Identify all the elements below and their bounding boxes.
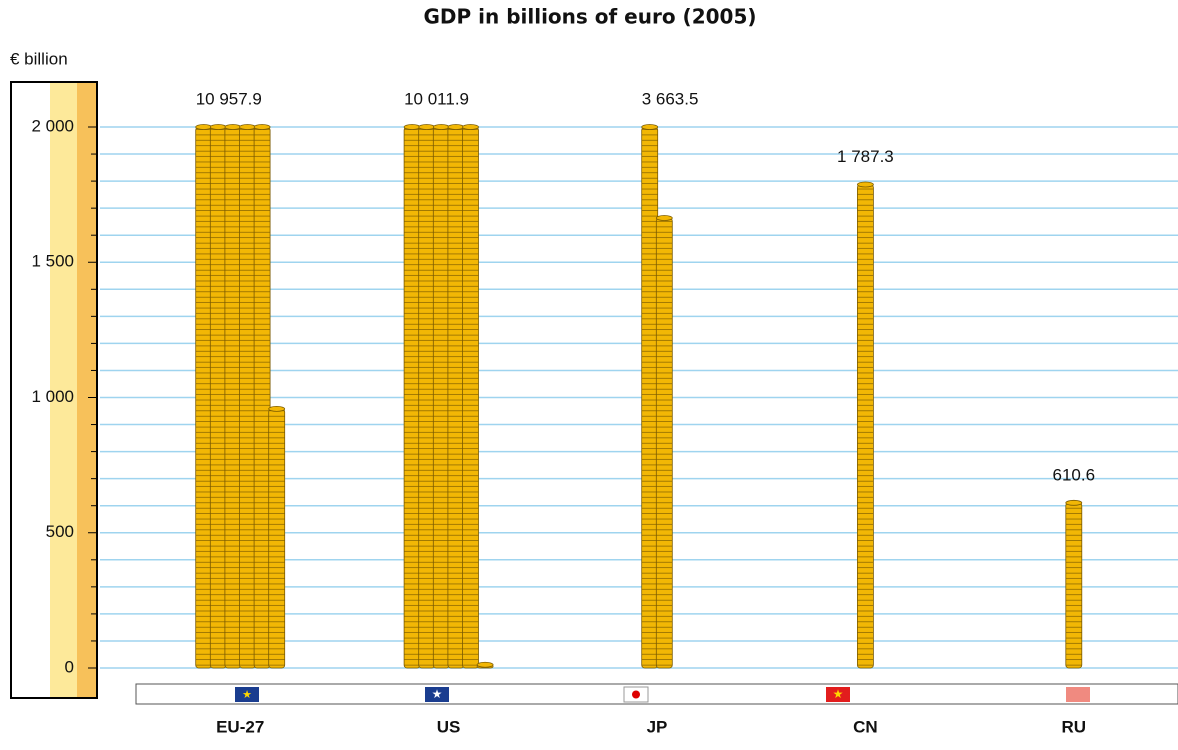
- coin-stack: [195, 126, 213, 669]
- svg-text:★: ★: [432, 687, 443, 701]
- x-tick-label: RU: [1062, 717, 1087, 736]
- coin-top: [195, 124, 213, 130]
- flags: ★ ★ ★: [235, 686, 1090, 703]
- coin-stacks: [403, 124, 494, 669]
- coin-top: [224, 124, 242, 130]
- coin-top: [1065, 499, 1083, 506]
- coin-stacks: [641, 124, 673, 669]
- y-tick-label: 1 000: [31, 387, 74, 406]
- chart-title: GDP in billions of euro (2005): [424, 5, 757, 29]
- coin-stack: [1065, 502, 1083, 669]
- svg-text:★: ★: [242, 689, 252, 701]
- coin-stacks: [1065, 499, 1083, 669]
- coin-top: [476, 661, 494, 668]
- coin-top: [418, 124, 436, 130]
- coin-top: [253, 124, 271, 130]
- coin-stack: [268, 408, 286, 669]
- coin-stack: [403, 126, 421, 669]
- coin-stack: [209, 126, 227, 669]
- coin-stack: [418, 126, 436, 669]
- svg-text:★: ★: [833, 687, 844, 701]
- y-tick-label: 0: [65, 657, 74, 676]
- y-tick-label: 500: [46, 522, 74, 541]
- x-tick-label: EU-27: [216, 717, 264, 736]
- axis-band: [50, 82, 77, 698]
- coin-stack: [432, 126, 450, 669]
- coin-stack: [655, 217, 673, 669]
- coin-top: [432, 124, 450, 130]
- coin-stacks: [195, 124, 286, 669]
- value-label: 10 011.9: [404, 89, 469, 108]
- coin-stack: [447, 126, 465, 669]
- coin-stack: [857, 184, 874, 669]
- value-label: 610.6: [1053, 465, 1096, 484]
- coin-top: [239, 124, 256, 130]
- coin-stack: [224, 126, 242, 669]
- coin-top: [462, 124, 479, 130]
- coin-top: [209, 124, 227, 130]
- coin-top: [641, 124, 659, 130]
- value-label: 10 957.9: [196, 89, 262, 108]
- axis-box: [10, 81, 98, 699]
- x-tick-label: US: [437, 717, 461, 736]
- coin-stack: [239, 126, 256, 669]
- x-tick-label: JP: [647, 717, 668, 736]
- coin-top: [447, 124, 465, 130]
- x-tick-label: CN: [853, 717, 878, 736]
- coin-stacks: [857, 181, 874, 669]
- coin-top: [403, 124, 421, 130]
- coin-top: [857, 181, 874, 188]
- value-label: 1 787.3: [837, 147, 894, 166]
- coin-top: [655, 215, 673, 221]
- y-tick-label: 1 500: [31, 252, 74, 271]
- coin-stack: [462, 126, 479, 669]
- flag-strip: [135, 683, 1178, 705]
- coin-stack: [253, 126, 271, 669]
- value-label: 3 663.5: [642, 89, 699, 108]
- coin-top: [268, 405, 286, 412]
- y-axis-label: € billion: [10, 49, 68, 68]
- axis-band: [77, 82, 97, 698]
- coin-stack: [641, 126, 659, 669]
- y-tick-label: 2 000: [31, 116, 74, 135]
